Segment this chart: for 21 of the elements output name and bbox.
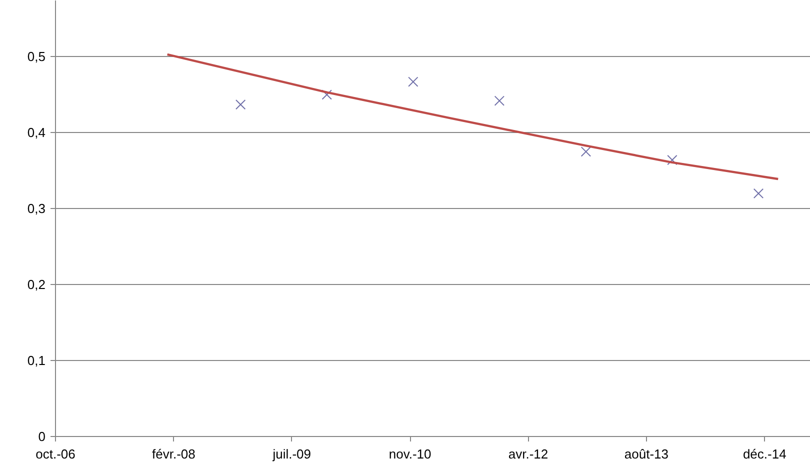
line-series — [166, 53, 780, 180]
point — [494, 96, 505, 106]
x-tick-label: déc.-14 — [742, 446, 786, 462]
x-tick-label: févr.-08 — [152, 446, 196, 462]
x-tick-label: oct.-06 — [36, 446, 76, 462]
x-tick-label: août-13 — [624, 446, 668, 462]
point — [580, 146, 592, 157]
point — [408, 76, 418, 87]
y-tick-label: 0,4 — [27, 125, 46, 140]
y-tick-label: 0,2 — [27, 277, 46, 292]
x-tick-label: juil.-09 — [272, 446, 312, 462]
x-tick-label: nov.-10 — [388, 446, 432, 462]
y-tick-label: 0,1 — [27, 353, 46, 368]
point — [322, 90, 332, 100]
point — [753, 188, 764, 199]
y-tick-label: 0,5 — [27, 49, 46, 64]
y-tick-label: 0,3 — [27, 201, 46, 216]
point — [235, 99, 246, 110]
point — [667, 154, 678, 166]
x-tick-label: avr.-12 — [508, 446, 548, 462]
y-tick-label: 0 — [38, 429, 46, 444]
